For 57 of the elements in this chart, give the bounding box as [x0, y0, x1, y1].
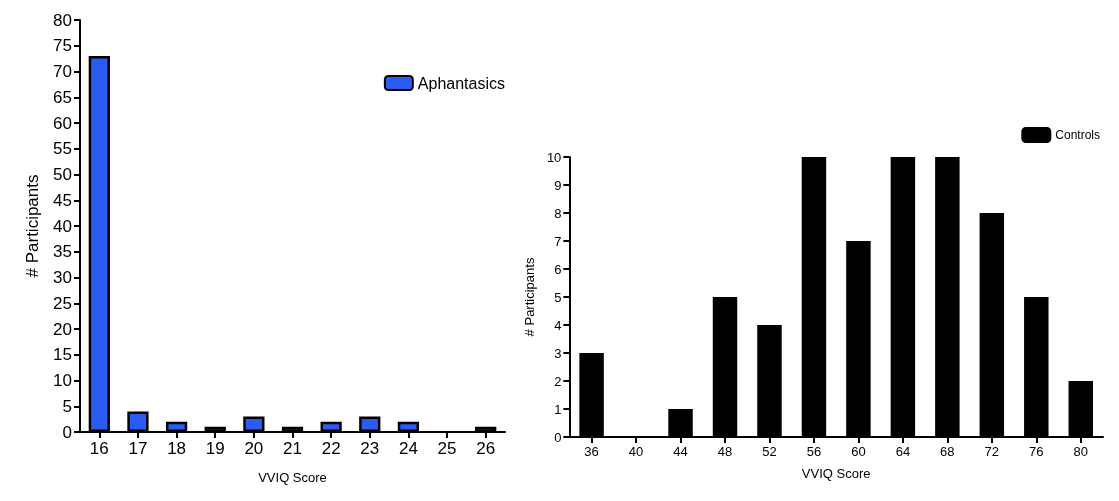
- y-tick-label: 70: [53, 62, 72, 81]
- y-tick-label: 9: [554, 177, 562, 193]
- x-tick-label: 25: [437, 439, 457, 458]
- y-tick-label: 4: [554, 317, 562, 333]
- y-tick-label: 50: [53, 165, 72, 184]
- y-tick-label: 15: [53, 345, 72, 365]
- y-tick-label: 35: [53, 242, 72, 262]
- y-axis-title: # Participants: [522, 257, 537, 337]
- x-tick-label: 76: [1029, 444, 1044, 459]
- y-tick-label: 3: [554, 345, 562, 361]
- y-tick-label: 60: [53, 113, 72, 133]
- x-tick-label: 56: [806, 444, 822, 459]
- y-tick-label: 80: [53, 10, 72, 30]
- y-tick-label: 8: [554, 205, 562, 221]
- x-tick-label: 36: [584, 444, 599, 459]
- x-axis-title: VVIQ Score: [801, 465, 871, 481]
- y-tick-label: 45: [53, 190, 72, 210]
- x-tick-label: 17: [128, 439, 148, 458]
- y-tick-label: 10: [53, 371, 72, 390]
- x-tick-label: 26: [476, 439, 496, 458]
- x-tick-label: 21: [283, 439, 302, 458]
- x-tick-label: 80: [1073, 444, 1088, 459]
- y-tick-label: 5: [554, 289, 562, 305]
- legend-label: Controls: [1055, 128, 1100, 142]
- y-tick-label: 20: [53, 319, 72, 339]
- y-tick-label: 55: [53, 139, 72, 159]
- x-tick-label: 44: [673, 444, 688, 459]
- y-tick-label: 1: [554, 401, 562, 417]
- y-tick-label: 0: [62, 422, 72, 442]
- x-tick-label: 52: [762, 444, 777, 459]
- x-tick-label: 19: [205, 439, 225, 458]
- y-tick-label: 75: [53, 36, 72, 56]
- x-tick-label: 72: [984, 444, 1000, 459]
- x-tick-label: 64: [895, 444, 911, 459]
- y-tick-label: 25: [53, 293, 72, 313]
- x-tick-label: 20: [244, 439, 264, 458]
- y-axis-title: # Participants: [22, 174, 42, 278]
- y-tick-label: 7: [554, 233, 562, 249]
- x-tick-label: 16: [89, 439, 109, 458]
- x-tick-label: 23: [360, 439, 380, 458]
- y-tick-label: 0: [554, 429, 562, 445]
- y-tick-label: 30: [53, 268, 72, 287]
- y-tick-label: 2: [554, 373, 562, 389]
- x-tick-label: 60: [851, 444, 866, 459]
- y-tick-label: 40: [53, 216, 72, 236]
- x-tick-label: 40: [628, 444, 644, 459]
- x-tick-label: 18: [167, 439, 187, 458]
- x-tick-label: 22: [321, 439, 341, 458]
- x-tick-label: 24: [398, 439, 418, 458]
- y-tick-label: 5: [62, 396, 72, 416]
- x-tick-label: 48: [717, 444, 733, 459]
- x-tick-label: 68: [940, 444, 955, 459]
- legend-label: Aphantasics: [417, 74, 506, 92]
- x-axis-title: VVIQ Score: [258, 470, 327, 486]
- y-tick-label: 10: [546, 149, 562, 165]
- y-tick-label: 65: [53, 87, 72, 107]
- y-tick-label: 6: [554, 261, 562, 277]
